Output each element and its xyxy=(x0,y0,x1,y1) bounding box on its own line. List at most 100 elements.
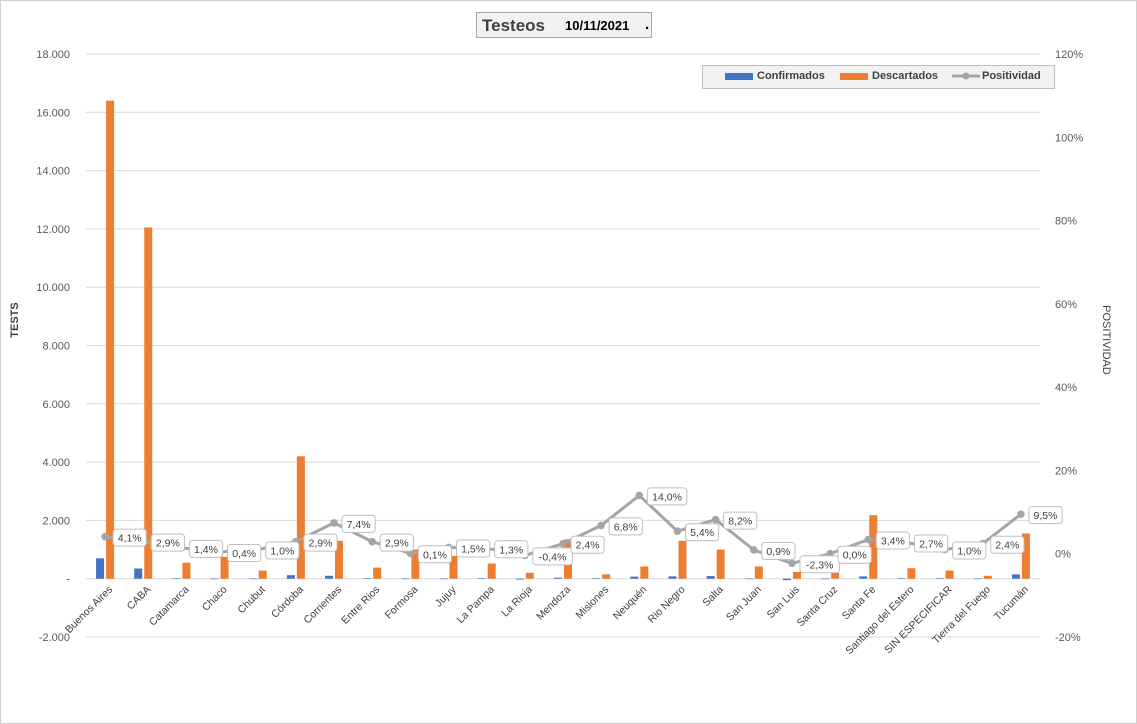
bar-confirmados xyxy=(897,578,906,580)
bar-confirmados xyxy=(592,578,601,580)
bar-descartados xyxy=(144,227,153,579)
y-axis-title: TESTS xyxy=(9,302,21,337)
data-label-box xyxy=(990,535,1025,554)
bar-confirmados xyxy=(439,578,448,580)
x-tick-label: La Rioja xyxy=(499,584,535,620)
bar-descartados xyxy=(716,549,725,579)
data-label: 3,4% xyxy=(881,536,905,548)
bar-descartados xyxy=(754,566,763,579)
bar-confirmados xyxy=(782,578,791,581)
y-tick-label: -2.000 xyxy=(39,632,70,644)
x-tick-label: Buenos Aires xyxy=(63,584,115,636)
x-tick-label: Rio Negro xyxy=(646,584,688,626)
y-tick-label: 4.000 xyxy=(42,457,70,469)
x-tick-label: La Pampa xyxy=(454,584,496,626)
x-tick-label: Catamarca xyxy=(147,584,192,629)
bar-descartados xyxy=(373,567,382,579)
data-label: 1,3% xyxy=(499,544,523,556)
data-label: 1,0% xyxy=(957,546,981,558)
data-label: 2,4% xyxy=(995,540,1019,552)
x-tick-label: Neuquén xyxy=(611,584,650,623)
y2-tick-label: -20% xyxy=(1055,632,1081,644)
data-label: 0,1% xyxy=(423,549,447,561)
data-label-box xyxy=(761,541,796,560)
bar-confirmados xyxy=(821,578,830,580)
bar-descartados xyxy=(335,540,344,579)
bar-descartados xyxy=(640,566,649,579)
bar-confirmados xyxy=(973,578,982,580)
data-label-box xyxy=(723,511,758,530)
y-tick-label: 14.000 xyxy=(36,166,70,178)
y2-tick-label: 0% xyxy=(1055,549,1071,561)
bar-descartados xyxy=(1021,533,1030,579)
legend-item-descartados: Descartados xyxy=(840,70,938,82)
x-tick-label: Córdoba xyxy=(269,584,306,621)
chart-legend: Confirmados Descartados Positividad xyxy=(702,65,1055,89)
data-label: 2,9% xyxy=(309,538,333,550)
y-tick-label: 12.000 xyxy=(36,224,70,236)
y2-axis-title: POSITIVIDAD xyxy=(1100,305,1112,375)
chart-title-box: Testeos 10/11/2021 . xyxy=(476,12,652,38)
data-label-box xyxy=(303,533,338,552)
data-label: 0,0% xyxy=(843,550,867,562)
data-label-box xyxy=(341,514,376,533)
bar-confirmados xyxy=(325,575,334,579)
data-label: 1,0% xyxy=(270,546,294,558)
data-label-box xyxy=(684,523,720,542)
data-label: 5,4% xyxy=(690,527,714,539)
bar-confirmados xyxy=(630,576,639,579)
bar-descartados xyxy=(487,563,496,579)
positividad-point xyxy=(1017,510,1025,518)
y-tick-label: 6.000 xyxy=(42,399,70,411)
y2-tick-label: 120% xyxy=(1055,49,1083,61)
legend-item-confirmados: Confirmados xyxy=(725,70,825,82)
data-label: 0,9% xyxy=(766,546,790,558)
bar-confirmados xyxy=(554,577,562,579)
x-tick-label: Jujuy xyxy=(433,583,459,609)
chart-title-date: 10/11/2021 xyxy=(565,18,630,33)
bar-descartados xyxy=(525,572,534,579)
x-tick-label: San Luis xyxy=(765,584,802,621)
bar-confirmados xyxy=(172,578,181,580)
bar-confirmados xyxy=(515,578,524,580)
data-label-box xyxy=(570,535,605,554)
bar-descartados xyxy=(983,575,992,579)
positividad-point xyxy=(864,535,873,544)
y-tick-label: - xyxy=(66,574,70,586)
data-label: 6,8% xyxy=(614,521,638,533)
positividad-point xyxy=(559,539,567,548)
bar-descartados xyxy=(106,100,115,579)
bar-descartados xyxy=(258,570,267,579)
bar-confirmados xyxy=(1011,574,1020,579)
data-label-box xyxy=(608,517,643,536)
y2-tick-label: 60% xyxy=(1055,299,1077,311)
bar-descartados xyxy=(792,571,801,579)
data-label: 2,4% xyxy=(576,540,600,552)
data-label-box xyxy=(799,555,840,574)
bar-confirmados xyxy=(744,578,753,580)
data-label: 1,4% xyxy=(194,544,218,556)
data-label-box xyxy=(494,540,529,559)
legend-label-confirmados: Confirmados xyxy=(757,70,825,82)
x-tick-label: Salta xyxy=(700,584,726,610)
x-tick-label: San Juan xyxy=(724,584,764,624)
x-tick-label: Santiago del Estero xyxy=(843,584,916,657)
bar-confirmados xyxy=(286,575,295,579)
bar-descartados xyxy=(220,556,229,579)
positividad-point xyxy=(597,521,605,530)
positividad-point xyxy=(750,546,758,554)
bar-descartados xyxy=(182,562,191,579)
y2-tick-label: 100% xyxy=(1055,132,1083,144)
data-label-box xyxy=(456,539,491,558)
x-tick-label: SIN ESPECIFICAR xyxy=(882,583,955,656)
data-label-box xyxy=(150,533,185,552)
data-label: 7,4% xyxy=(347,519,371,531)
data-label: 2,9% xyxy=(156,538,180,550)
bar-confirmados xyxy=(210,578,219,580)
bar-confirmados xyxy=(706,576,715,579)
bar-descartados xyxy=(296,456,305,579)
y-tick-label: 8.000 xyxy=(42,341,70,353)
data-label-box xyxy=(875,531,910,550)
